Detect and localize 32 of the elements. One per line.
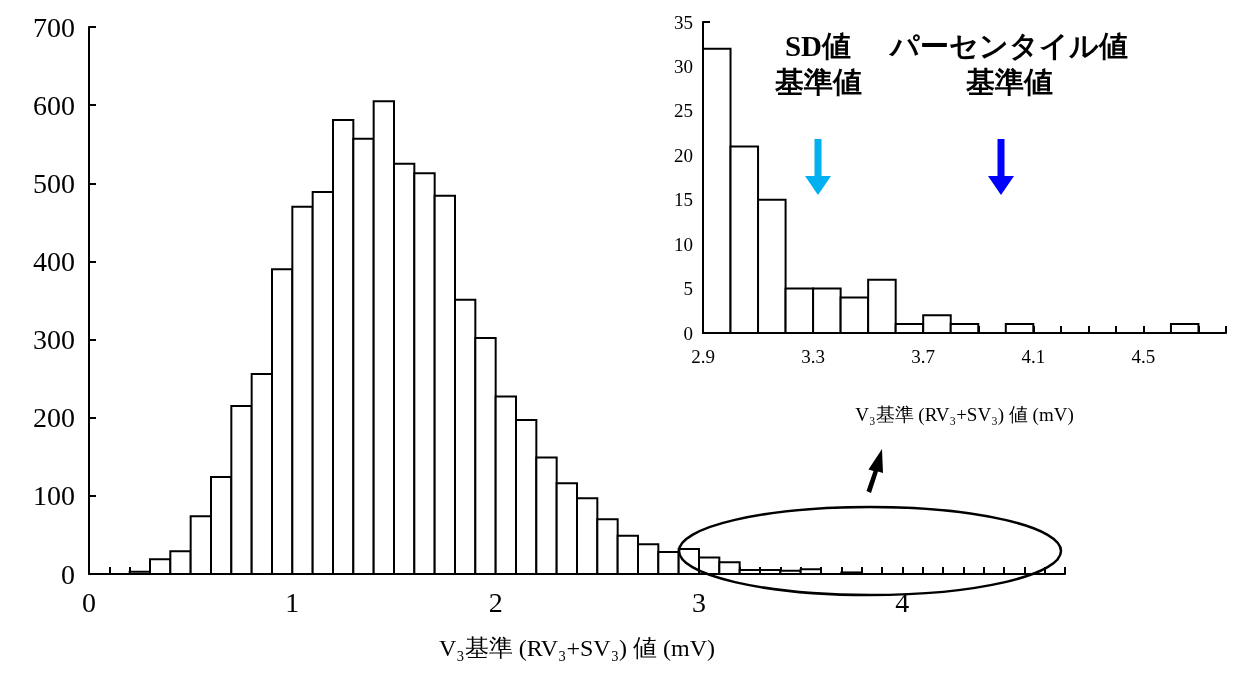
x-tick-label: 3.3 [801,346,825,367]
x-tick-label: 1 [285,586,300,618]
y-tick-label: 300 [33,324,75,356]
y-tick-label: 5 [683,278,693,300]
x-tick-label: 3.7 [911,346,936,367]
y-tick-label: 0 [61,558,75,590]
x-tick-label: 0 [82,586,96,618]
annotation: SD値 [784,30,852,62]
annotation: パーセンタイル値 [888,30,1128,62]
x-axis-title: V₃基準 (RV₃+SV₃) 値 (mV) [855,404,1074,426]
y-tick-label: 700 [33,11,75,43]
y-tick-label: 35 [674,11,693,33]
x-tick-label: 3 [692,586,706,618]
y-tick-label: 30 [674,55,693,77]
y-tick-label: 400 [33,245,75,277]
x-axis-title: V₃基準 (RV₃+SV₃) 値 (mV) [438,635,716,661]
y-tick-label: 15 [674,189,693,211]
y-tick-label: 10 [674,233,693,255]
x-tick-label: 4 [895,586,910,618]
y-tick-label: 200 [33,402,75,434]
y-tick-label: 0 [683,322,693,344]
annotation: 基準値 [964,66,1053,98]
x-tick-label: 4.1 [1021,346,1046,367]
y-tick-label: 600 [33,89,75,121]
x-tick-label: 2.9 [691,346,715,367]
y-tick-label: 100 [33,480,75,512]
y-tick-label: 25 [674,100,693,122]
x-tick-label: 2 [488,586,503,618]
annotation: 基準値 [773,66,862,98]
y-tick-label: 500 [33,167,75,199]
y-tick-label: 20 [674,144,693,166]
x-tick-label: 4.5 [1131,346,1156,367]
